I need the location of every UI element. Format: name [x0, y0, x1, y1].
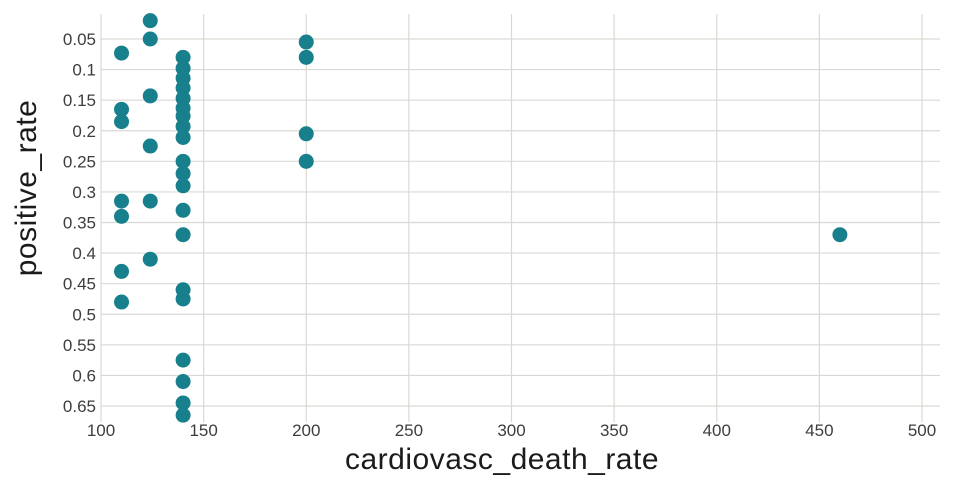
data-point — [175, 118, 191, 134]
y-tick-label: 0.65 — [63, 397, 96, 416]
y-tick-label: 0.3 — [72, 183, 96, 202]
y-tick-label: 0.6 — [72, 366, 96, 385]
x-tick-label: 250 — [395, 421, 423, 440]
y-axis-title: positive_rate — [10, 99, 43, 277]
x-tick-label: 350 — [600, 421, 628, 440]
data-point — [175, 166, 191, 182]
y-tick-label: 0.5 — [72, 305, 96, 324]
data-point — [832, 227, 848, 243]
x-axis-title: cardiovasc_death_rate — [344, 443, 660, 476]
data-point — [114, 193, 130, 209]
x-tick-label: 100 — [87, 421, 115, 440]
data-point — [175, 129, 191, 145]
data-point — [142, 138, 158, 154]
data-point — [175, 352, 191, 368]
data-point — [175, 202, 191, 218]
data-point — [175, 108, 191, 124]
data-point — [175, 395, 191, 411]
data-point — [142, 251, 158, 267]
data-point — [298, 126, 314, 142]
data-point — [175, 407, 191, 423]
data-point — [114, 263, 130, 279]
data-point — [175, 374, 191, 390]
y-tick-label: 0.2 — [72, 122, 96, 141]
y-tick-label: 0.35 — [63, 214, 96, 233]
data-point — [114, 114, 130, 130]
x-tick-label: 500 — [908, 421, 936, 440]
y-tick-label: 0.1 — [72, 61, 96, 80]
data-point — [175, 291, 191, 307]
data-point — [175, 80, 191, 96]
x-tick-label: 450 — [805, 421, 833, 440]
data-point — [142, 88, 158, 104]
data-point — [142, 193, 158, 209]
x-tick-label: 200 — [292, 421, 320, 440]
data-point — [114, 101, 130, 117]
data-point — [142, 31, 158, 47]
y-tick-label: 0.15 — [63, 91, 96, 110]
y-tick-label: 0.05 — [63, 30, 96, 49]
y-tick-label: 0.45 — [63, 275, 96, 294]
data-point — [114, 45, 130, 61]
y-tick-label: 0.55 — [63, 336, 96, 355]
y-tick-label: 0.25 — [63, 152, 96, 171]
x-tick-label: 150 — [189, 421, 217, 440]
data-point — [298, 153, 314, 169]
data-point — [298, 49, 314, 65]
x-tick-label: 400 — [703, 421, 731, 440]
x-tick-label: 300 — [497, 421, 525, 440]
data-point — [114, 208, 130, 224]
data-point — [175, 227, 191, 243]
y-tick-label: 0.4 — [72, 244, 96, 263]
data-point — [175, 153, 191, 169]
data-point — [142, 13, 158, 29]
data-point — [175, 49, 191, 65]
data-point — [114, 294, 130, 310]
data-point — [298, 34, 314, 50]
data-point — [175, 178, 191, 194]
